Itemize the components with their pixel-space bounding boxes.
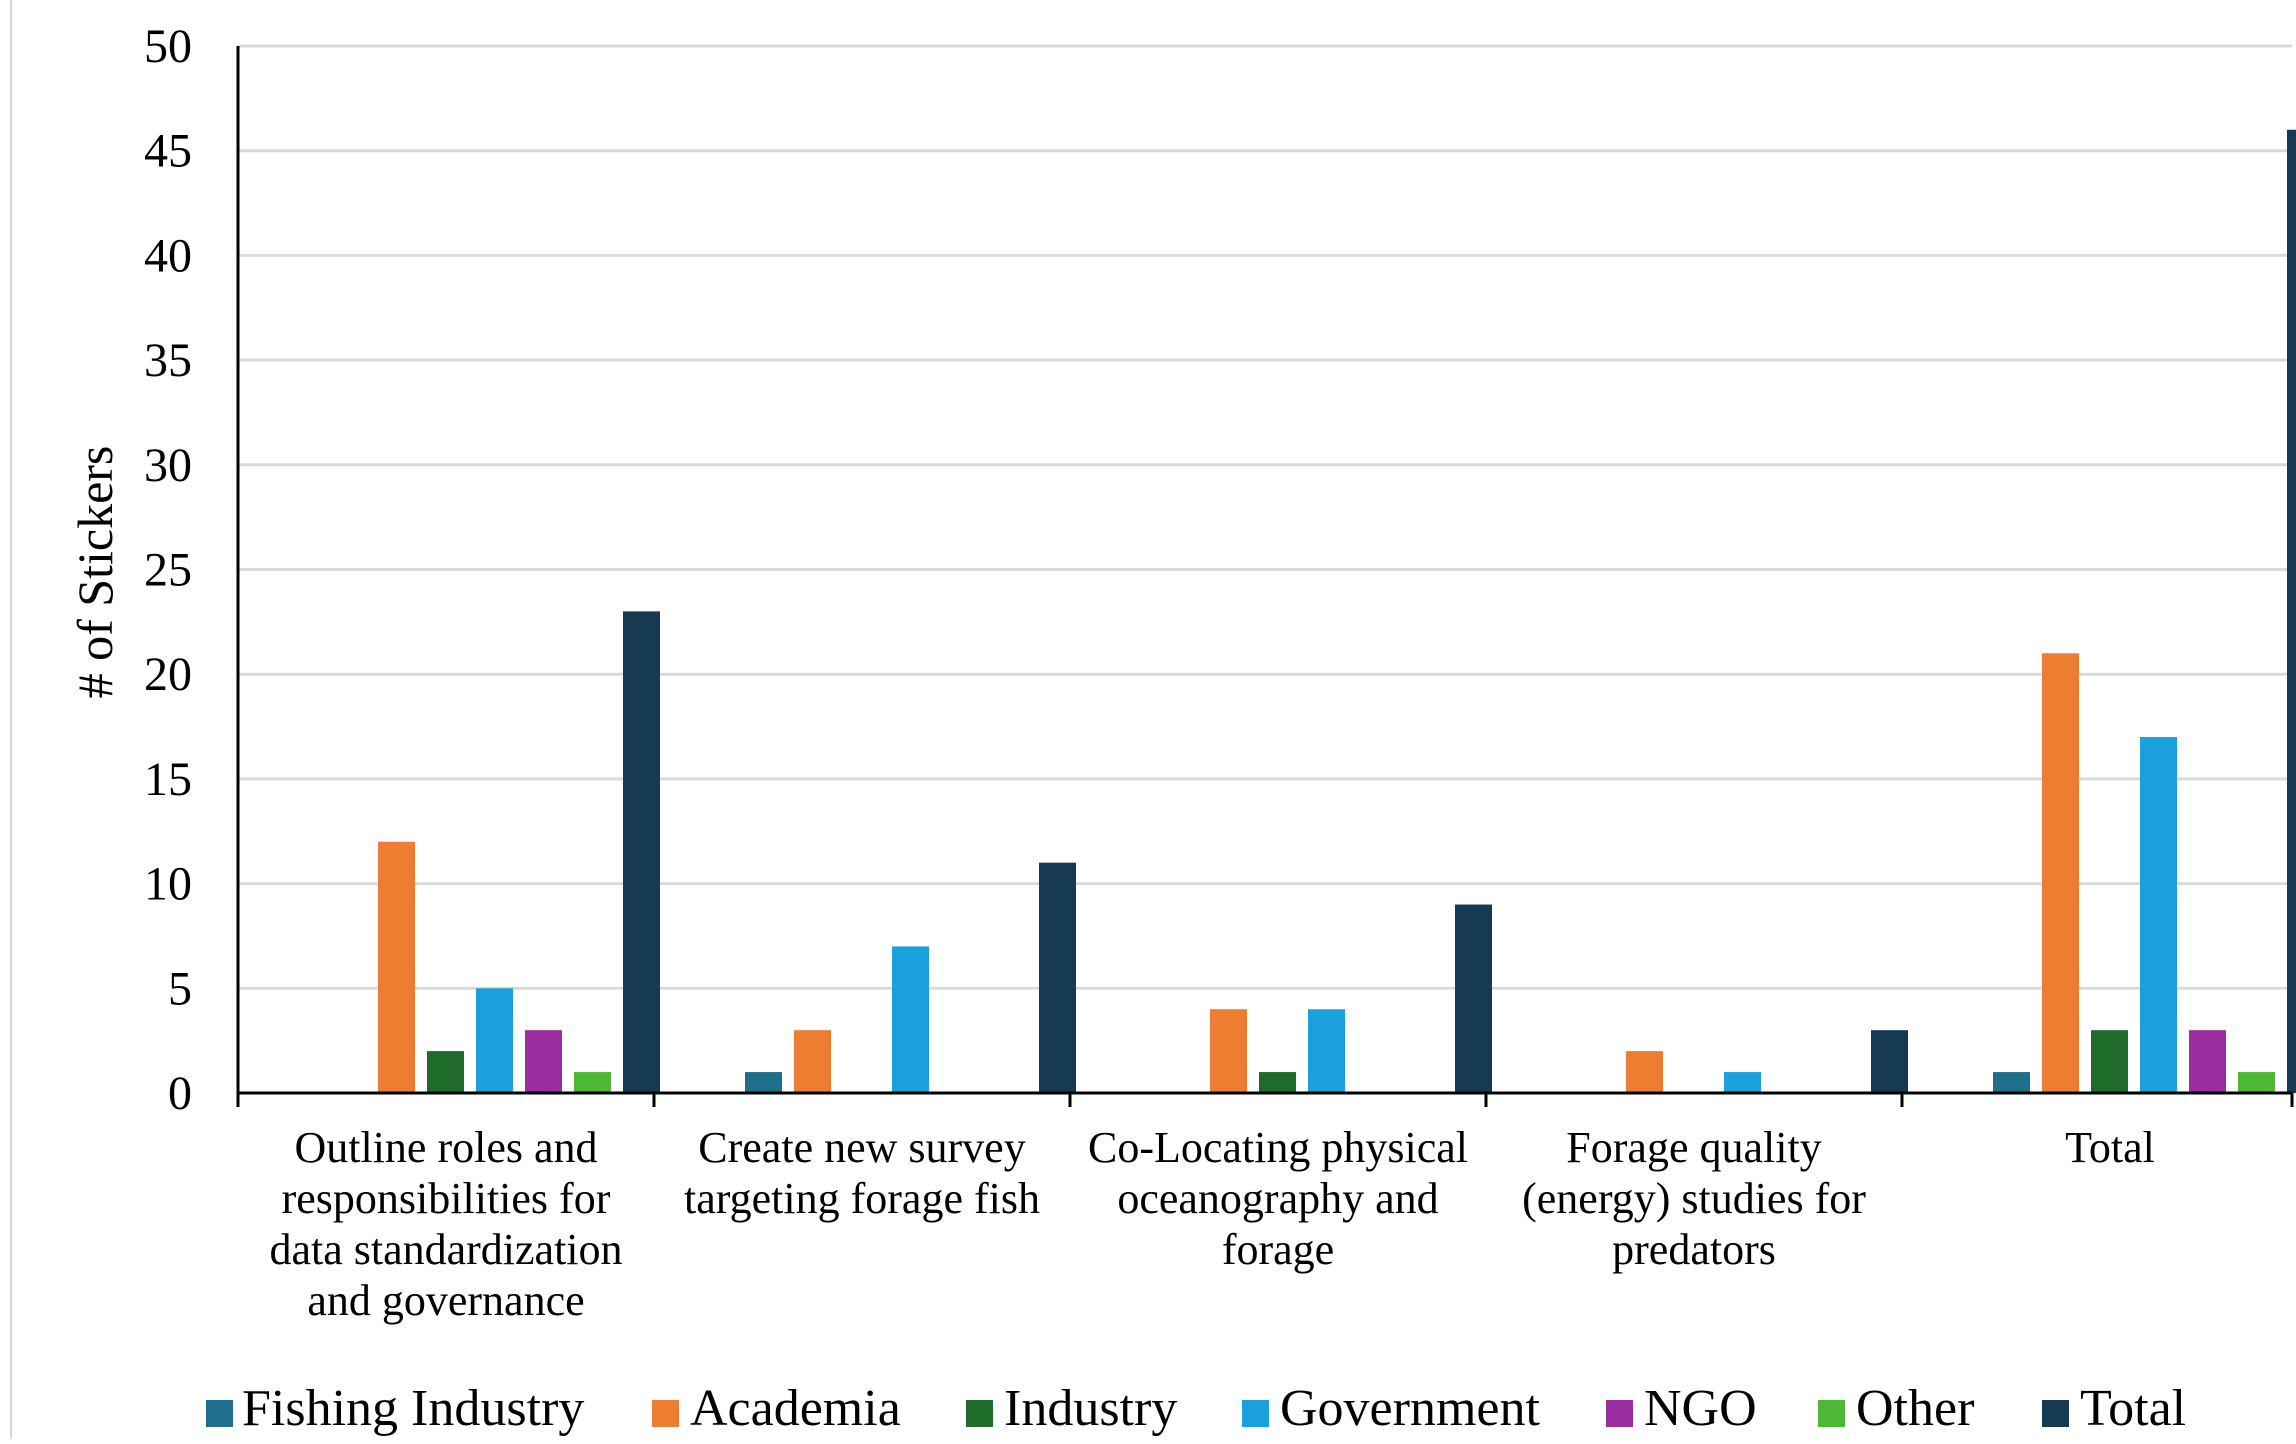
y-tick-label: 10 [144, 858, 192, 911]
y-tick-label: 40 [144, 229, 192, 282]
bar [2091, 1030, 2128, 1093]
bar [1039, 862, 1076, 1093]
legend-label: Total [2080, 1380, 2186, 1437]
bar [378, 841, 415, 1093]
legend-swatch [652, 1400, 679, 1427]
legend-swatch [966, 1400, 993, 1427]
legend-label: Fishing Industry [242, 1380, 584, 1437]
bar [1259, 1072, 1296, 1093]
bar [794, 1030, 831, 1093]
y-axis-title: # of Stickers [67, 446, 123, 699]
bars [378, 129, 2296, 1093]
bar [2140, 737, 2177, 1093]
legend-label: Academia [690, 1380, 901, 1437]
y-tick-label: 15 [144, 753, 192, 806]
legend: Fishing Industry Academia Industry Governme… [206, 1380, 2186, 1437]
axes [236, 46, 2294, 1107]
legend-label: Other [1856, 1380, 1974, 1437]
gridlines [238, 44, 2292, 990]
bar [892, 946, 929, 1093]
bar [2189, 1030, 2226, 1093]
bar [2287, 129, 2296, 1093]
bar [1210, 1009, 1247, 1093]
category-label: Total [2065, 1123, 2155, 1172]
legend-label: NGO [1644, 1380, 1757, 1437]
y-tick-label: 0 [168, 1067, 192, 1120]
category-label: Outline roles and responsibilities for dat… [269, 1123, 622, 1325]
bar [745, 1072, 782, 1093]
bar [574, 1072, 611, 1093]
bar [1455, 904, 1492, 1093]
bar [427, 1051, 464, 1093]
category-label: Create new survey targeting forage fish [684, 1123, 1040, 1223]
bar [623, 611, 660, 1093]
legend-swatch [1818, 1400, 1845, 1427]
y-tick-label: 5 [168, 962, 192, 1015]
y-tick-label: 50 [144, 20, 192, 73]
bar [1626, 1051, 1663, 1093]
y-axis-title-group: # of Stickers [67, 446, 123, 699]
legend-swatch [2042, 1400, 2069, 1427]
bar [1308, 1009, 1345, 1093]
category-label: Forage quality (energy) studies for predat… [1522, 1123, 1866, 1274]
bar [1993, 1072, 2030, 1093]
bar [1724, 1072, 1761, 1093]
category-labels: Outline roles and responsibilities for dat… [269, 1123, 2154, 1325]
category-label: Co-Locating physical oceanography and fora… [1088, 1123, 1468, 1274]
legend-label: Industry [1004, 1380, 1177, 1437]
y-tick-label: 25 [144, 544, 192, 597]
legend-label: Government [1280, 1380, 1540, 1437]
y-tick-label: 35 [144, 334, 192, 387]
y-tick-labels: 0 5 10 15 20 25 30 35 40 45 50 [144, 20, 192, 1120]
bar [2238, 1072, 2275, 1093]
legend-swatch [1242, 1400, 1269, 1427]
bar [1871, 1030, 1908, 1093]
y-tick-label: 20 [144, 648, 192, 701]
bar [2042, 653, 2079, 1093]
y-tick-label: 30 [144, 439, 192, 492]
y-tick-label: 45 [144, 125, 192, 178]
bar [476, 988, 513, 1093]
legend-swatch [1606, 1400, 1633, 1427]
legend-swatch [206, 1400, 233, 1427]
bar [525, 1030, 562, 1093]
